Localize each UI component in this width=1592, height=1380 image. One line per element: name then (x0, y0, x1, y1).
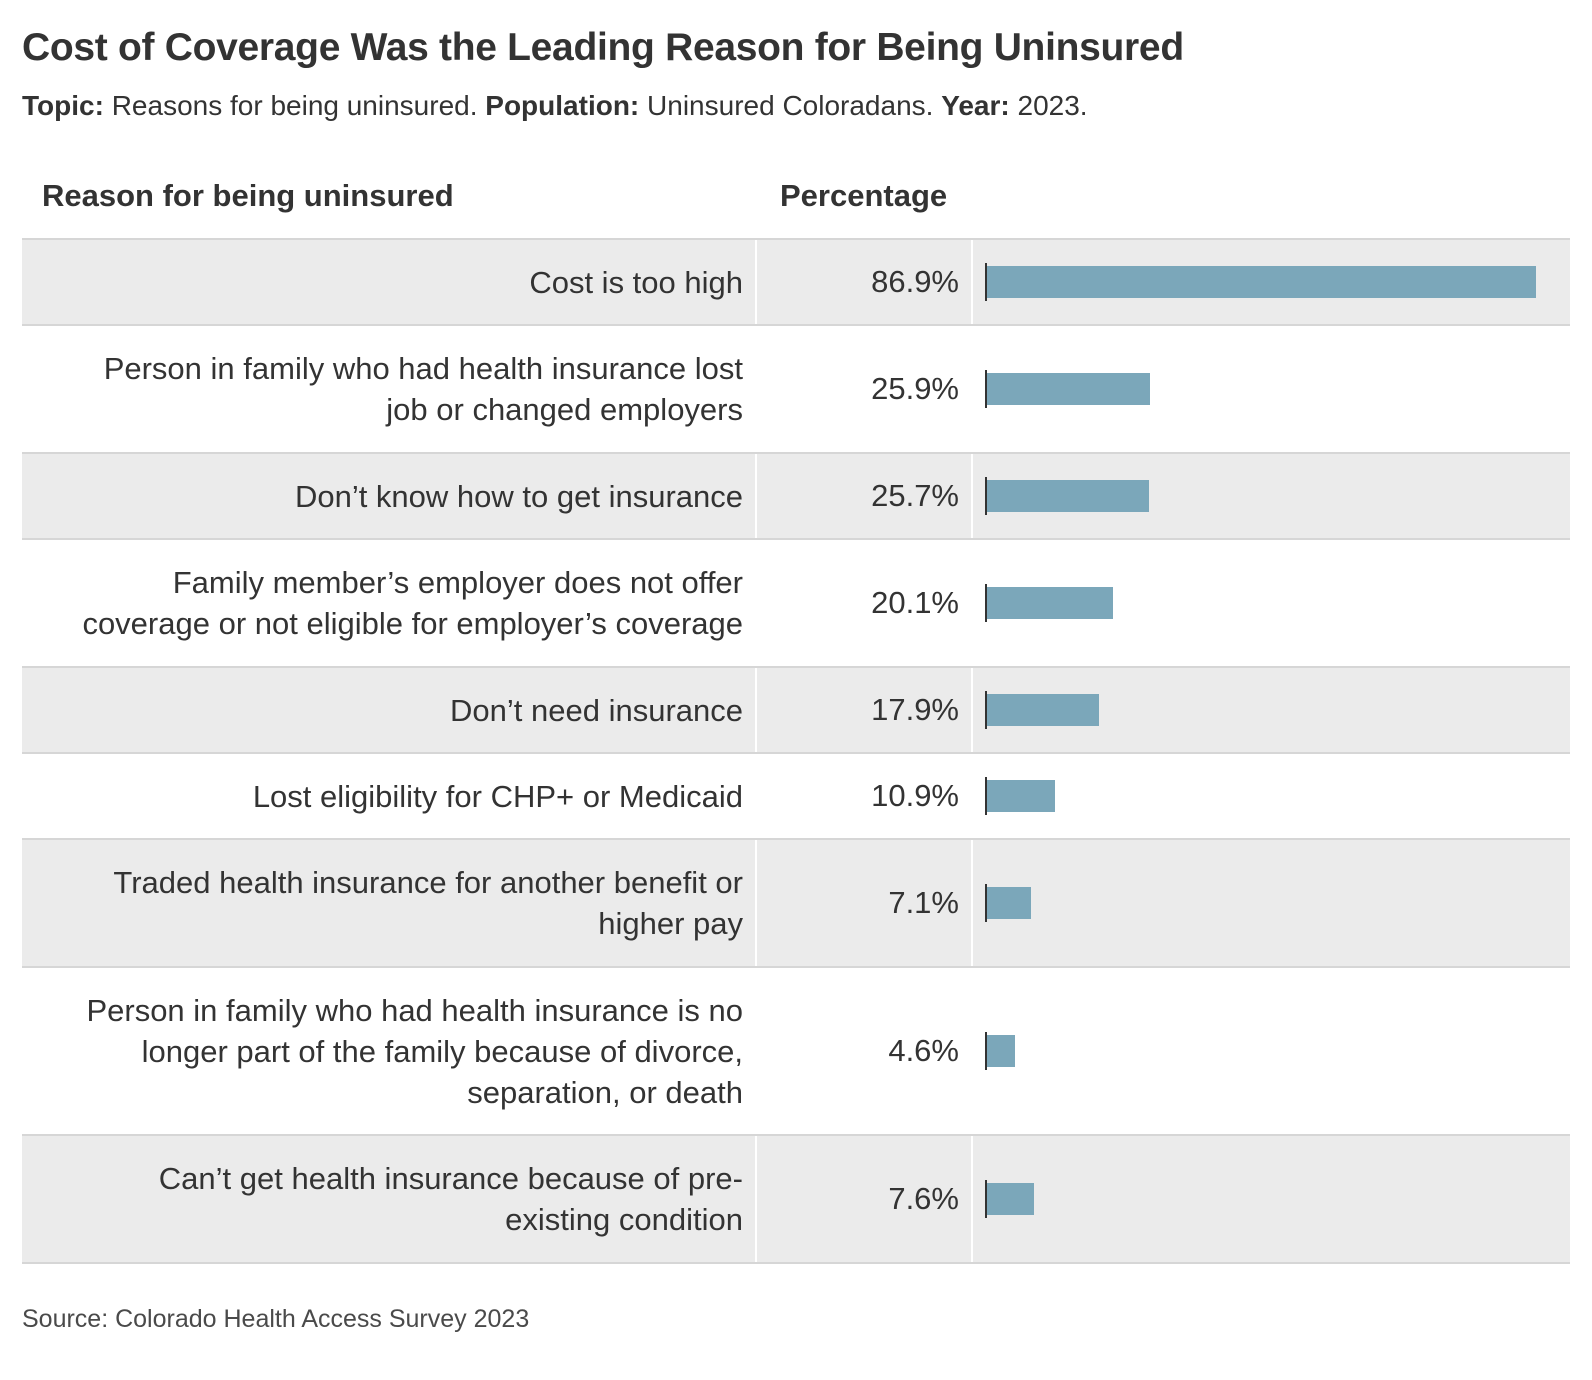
data-table: Cost is too high 86.9% Person in family wh… (22, 238, 1570, 1264)
reason-label: Don’t know how to get insurance (22, 454, 757, 538)
bar-baseline (985, 477, 987, 515)
reason-label-line: Person in family who had health insuranc… (86, 992, 743, 1028)
reason-label: Cost is too high (22, 240, 757, 324)
chart-title: Cost of Coverage Was the Leading Reason … (22, 26, 1184, 69)
percentage-value: 10.9% (757, 754, 973, 838)
table-row: Person in family who had health insuranc… (22, 968, 1570, 1136)
bar-cell (973, 454, 1570, 538)
reason-label-line: Traded health insurance for another bene… (113, 865, 743, 900)
bar (986, 694, 1099, 726)
reason-label-line: Lost eligibility for CHP+ or Medicaid (252, 778, 743, 814)
reason-label-line: Don’t need insurance (450, 692, 743, 728)
percentage-value: 7.6% (757, 1136, 973, 1262)
year-label: Year: (941, 90, 1010, 121)
bar-cell (973, 326, 1570, 452)
reason-label: Person in family who had health insuranc… (22, 968, 757, 1134)
year-value: 2023. (1017, 90, 1088, 121)
bar (986, 780, 1055, 812)
bar-cell (973, 668, 1570, 752)
bar (986, 587, 1113, 619)
topic-value: Reasons for being uninsured. (111, 90, 478, 121)
percentage-value: 4.6% (757, 968, 973, 1134)
reason-label-line: Person in family who had health insuranc… (103, 351, 743, 386)
percentage-value: 20.1% (757, 540, 973, 666)
table-row: Don’t need insurance 17.9% (22, 668, 1570, 754)
percentage-value: 25.9% (757, 326, 973, 452)
reason-label: Family member’s employer does not offer c… (22, 540, 757, 666)
bar (986, 1035, 1015, 1067)
reason-label-line: Cost is too high (529, 264, 743, 300)
reason-label-line: higher pay (598, 906, 743, 941)
reason-label-line: longer part of the family because of div… (141, 1033, 743, 1069)
reason-label: Don’t need insurance (22, 668, 757, 752)
bar-baseline (985, 1032, 987, 1070)
bar-baseline (985, 777, 987, 815)
table-row: Lost eligibility for CHP+ or Medicaid 10.… (22, 754, 1570, 840)
bar-baseline (985, 263, 987, 301)
table-row: Cost is too high 86.9% (22, 240, 1570, 326)
bar-cell (973, 1136, 1570, 1262)
column-header-percentage: Percentage (780, 178, 948, 213)
bar (986, 887, 1031, 919)
bar-cell (973, 540, 1570, 666)
source-note: Source: Colorado Health Access Survey 20… (22, 1305, 530, 1333)
reason-label-line: Family member’s employer does not offer (172, 565, 743, 600)
column-header-reason: Reason for being uninsured (42, 178, 454, 213)
table-row: Family member’s employer does not offer c… (22, 540, 1570, 668)
table-row: Can’t get health insurance because of pr… (22, 1136, 1570, 1264)
bar-baseline (985, 884, 987, 922)
bar (986, 1183, 1034, 1215)
reason-label-line: Can’t get health insurance because of pr… (158, 1161, 743, 1196)
percentage-value: 25.7% (757, 454, 973, 538)
bar (986, 480, 1149, 512)
bar-cell (973, 968, 1570, 1134)
percentage-value: 86.9% (757, 240, 973, 324)
reason-label-line: Don’t know how to get insurance (294, 478, 743, 514)
bar (986, 266, 1536, 298)
percentage-value: 7.1% (757, 840, 973, 966)
table-row: Person in family who had health insuranc… (22, 326, 1570, 454)
topic-label: Topic: (22, 90, 104, 121)
bar-baseline (985, 370, 987, 408)
table-row: Don’t know how to get insurance 25.7% (22, 454, 1570, 540)
population-label: Population: (485, 90, 640, 121)
reason-label-line: job or changed employers (386, 392, 743, 427)
bar-cell (973, 240, 1570, 324)
bar-baseline (985, 584, 987, 622)
reason-label: Traded health insurance for another bene… (22, 840, 757, 966)
reason-label-line: coverage or not eligible for employer’s … (82, 606, 743, 641)
reason-label: Person in family who had health insuranc… (22, 326, 757, 452)
reason-label-line: separation, or death (467, 1074, 743, 1110)
table-row: Traded health insurance for another bene… (22, 840, 1570, 968)
chart-subtitle: Topic: Reasons for being uninsured. Popu… (22, 90, 1088, 122)
percentage-value: 17.9% (757, 668, 973, 752)
population-value: Uninsured Coloradans. (647, 90, 934, 121)
reason-label: Can’t get health insurance because of pr… (22, 1136, 757, 1262)
reason-label-line: existing condition (505, 1202, 743, 1237)
bar-baseline (985, 1180, 987, 1218)
bar-cell (973, 754, 1570, 838)
bar-cell (973, 840, 1570, 966)
bar-baseline (985, 691, 987, 729)
bar (986, 373, 1150, 405)
reason-label: Lost eligibility for CHP+ or Medicaid (22, 754, 757, 838)
